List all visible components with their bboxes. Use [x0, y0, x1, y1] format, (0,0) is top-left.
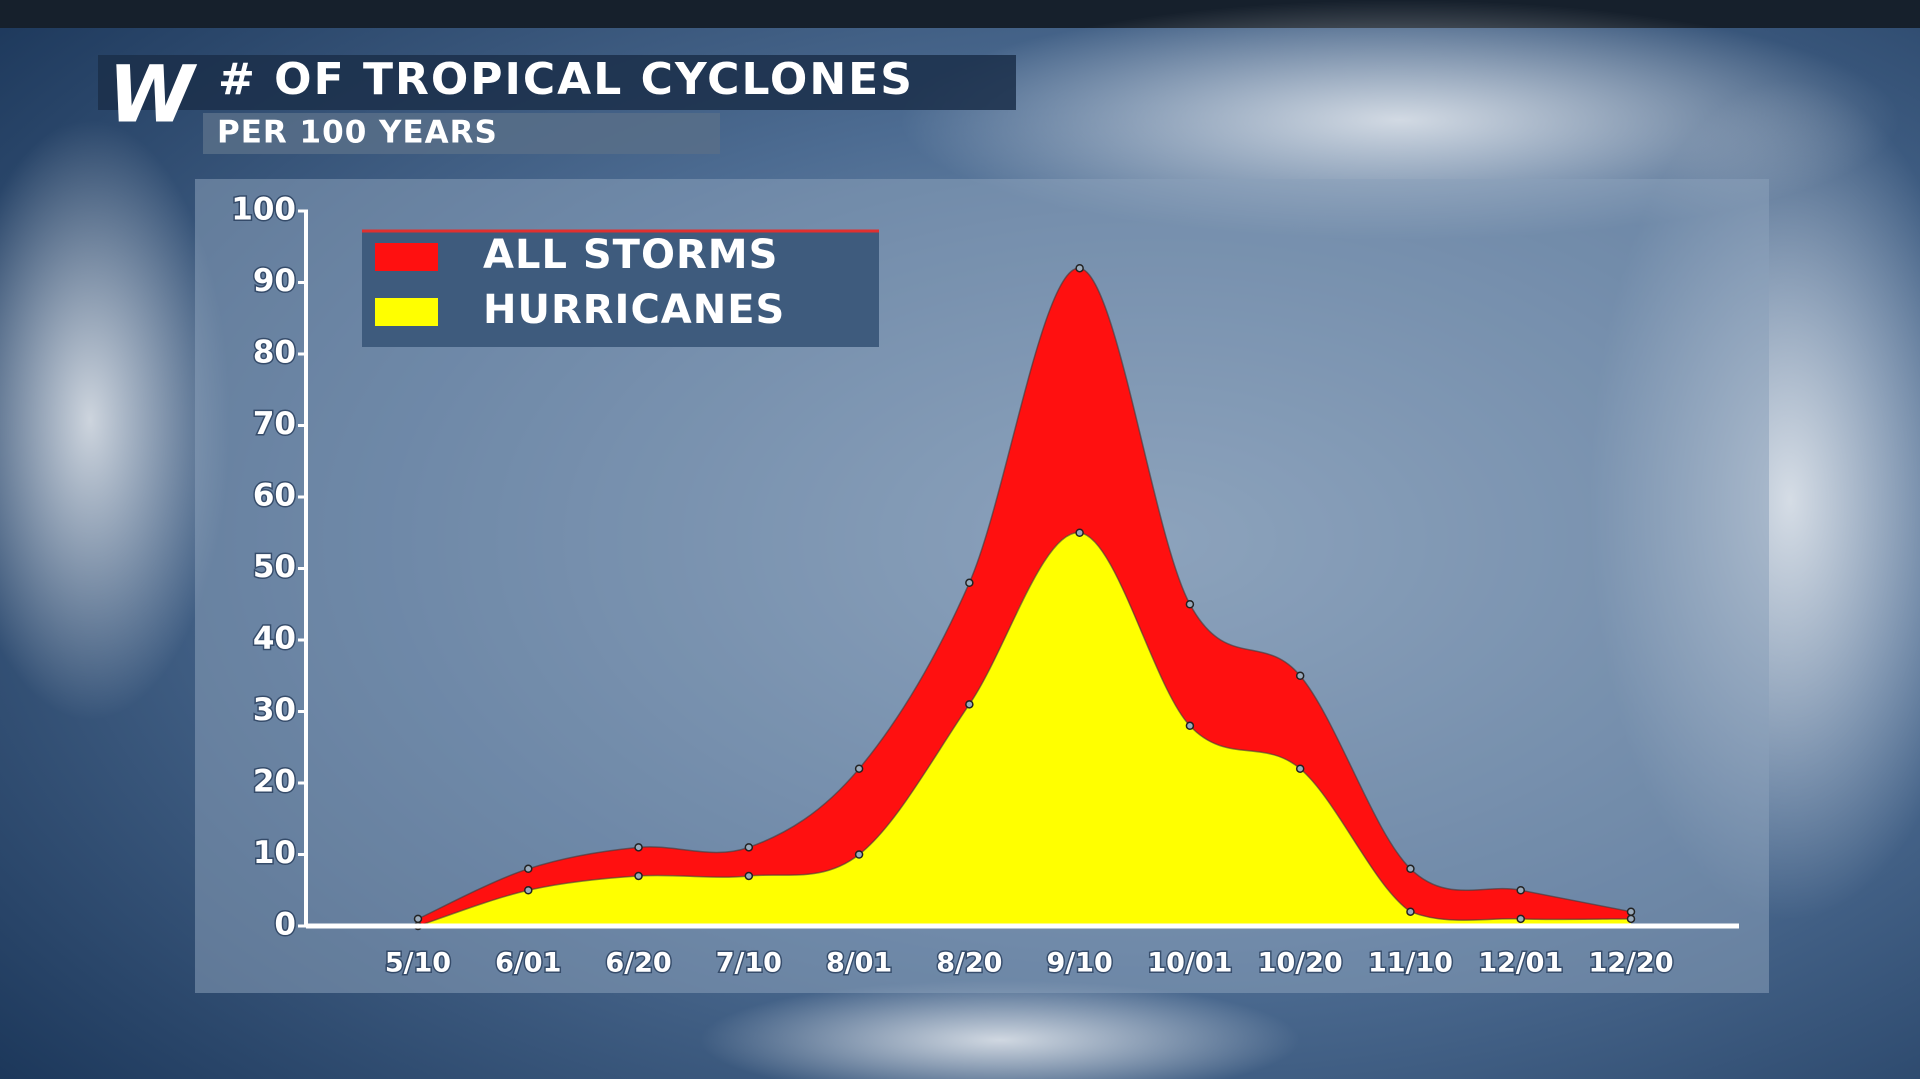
- x-tick-label: 11/10: [1368, 948, 1453, 979]
- legend-swatch: [375, 298, 438, 326]
- legend-box: [362, 230, 879, 347]
- logo: W: [108, 50, 198, 140]
- point: [854, 764, 864, 773]
- x-tick-label: 8/20: [936, 948, 1002, 979]
- point: [1075, 263, 1084, 273]
- x-tick-label: 9/10: [1047, 948, 1113, 979]
- y-tick-label: 20: [253, 764, 296, 800]
- point: [854, 850, 864, 859]
- chart-subtitle: PER 100 YEARS: [217, 115, 498, 151]
- x-tick-label: 12/01: [1478, 948, 1563, 979]
- title-band: [98, 55, 1016, 110]
- point: [1626, 914, 1636, 924]
- point: [524, 886, 533, 895]
- point: [1075, 528, 1084, 537]
- point: [1516, 886, 1525, 895]
- cloud: [700, 980, 1300, 1079]
- legend-label: ALL STORMS: [483, 232, 778, 278]
- point: [634, 871, 643, 881]
- x-tick-label: 7/10: [716, 948, 782, 979]
- y-tick-label: 50: [253, 549, 296, 585]
- point: [1295, 764, 1305, 773]
- plot: 0 10 20 30 40 50 60 70 80 90 100 5/10 6/01 6/20 7/10 8/…: [230, 190, 1739, 980]
- y-tick-label: 10: [253, 835, 296, 871]
- point: [524, 864, 533, 874]
- cloud: [0, 120, 230, 720]
- point: [744, 843, 754, 852]
- point: [1185, 600, 1195, 609]
- area: [418, 532, 1631, 926]
- y-tick-label: 70: [253, 406, 296, 442]
- x-tick-label: 12/20: [1588, 948, 1673, 979]
- subtitle-band: [203, 113, 720, 154]
- point: [1185, 721, 1195, 731]
- chart-title: # OF TROPICAL CYCLONES: [218, 54, 914, 105]
- point: [744, 871, 754, 881]
- point: [1516, 914, 1525, 924]
- point: [965, 578, 974, 588]
- x-tick-label: 10/01: [1147, 948, 1232, 979]
- y-tick-label: 100: [231, 192, 296, 228]
- x-tick-label: 10/20: [1258, 948, 1343, 979]
- y-tick-label: 60: [253, 478, 296, 514]
- point: [634, 843, 643, 852]
- point: [965, 700, 974, 709]
- x-tick-label: 6/20: [605, 948, 671, 979]
- x-tick-label: 8/01: [826, 948, 892, 979]
- point: [1406, 864, 1415, 874]
- point: [1626, 907, 1636, 916]
- point: [1406, 907, 1415, 916]
- x-tick-label: 6/01: [495, 948, 561, 979]
- legend-swatch: [375, 243, 438, 271]
- y-tick-label: 0: [274, 907, 296, 943]
- y-tick-label: 80: [253, 335, 296, 371]
- point: [413, 914, 423, 924]
- line: [417, 267, 1632, 920]
- y-tick-label: 90: [253, 263, 296, 299]
- point: [1295, 671, 1305, 680]
- x-tick-label: 5/10: [385, 948, 451, 979]
- y-tick-label: 30: [253, 692, 296, 728]
- y-tick-label: 40: [253, 621, 296, 657]
- legend-label: HURRICANES: [483, 287, 785, 333]
